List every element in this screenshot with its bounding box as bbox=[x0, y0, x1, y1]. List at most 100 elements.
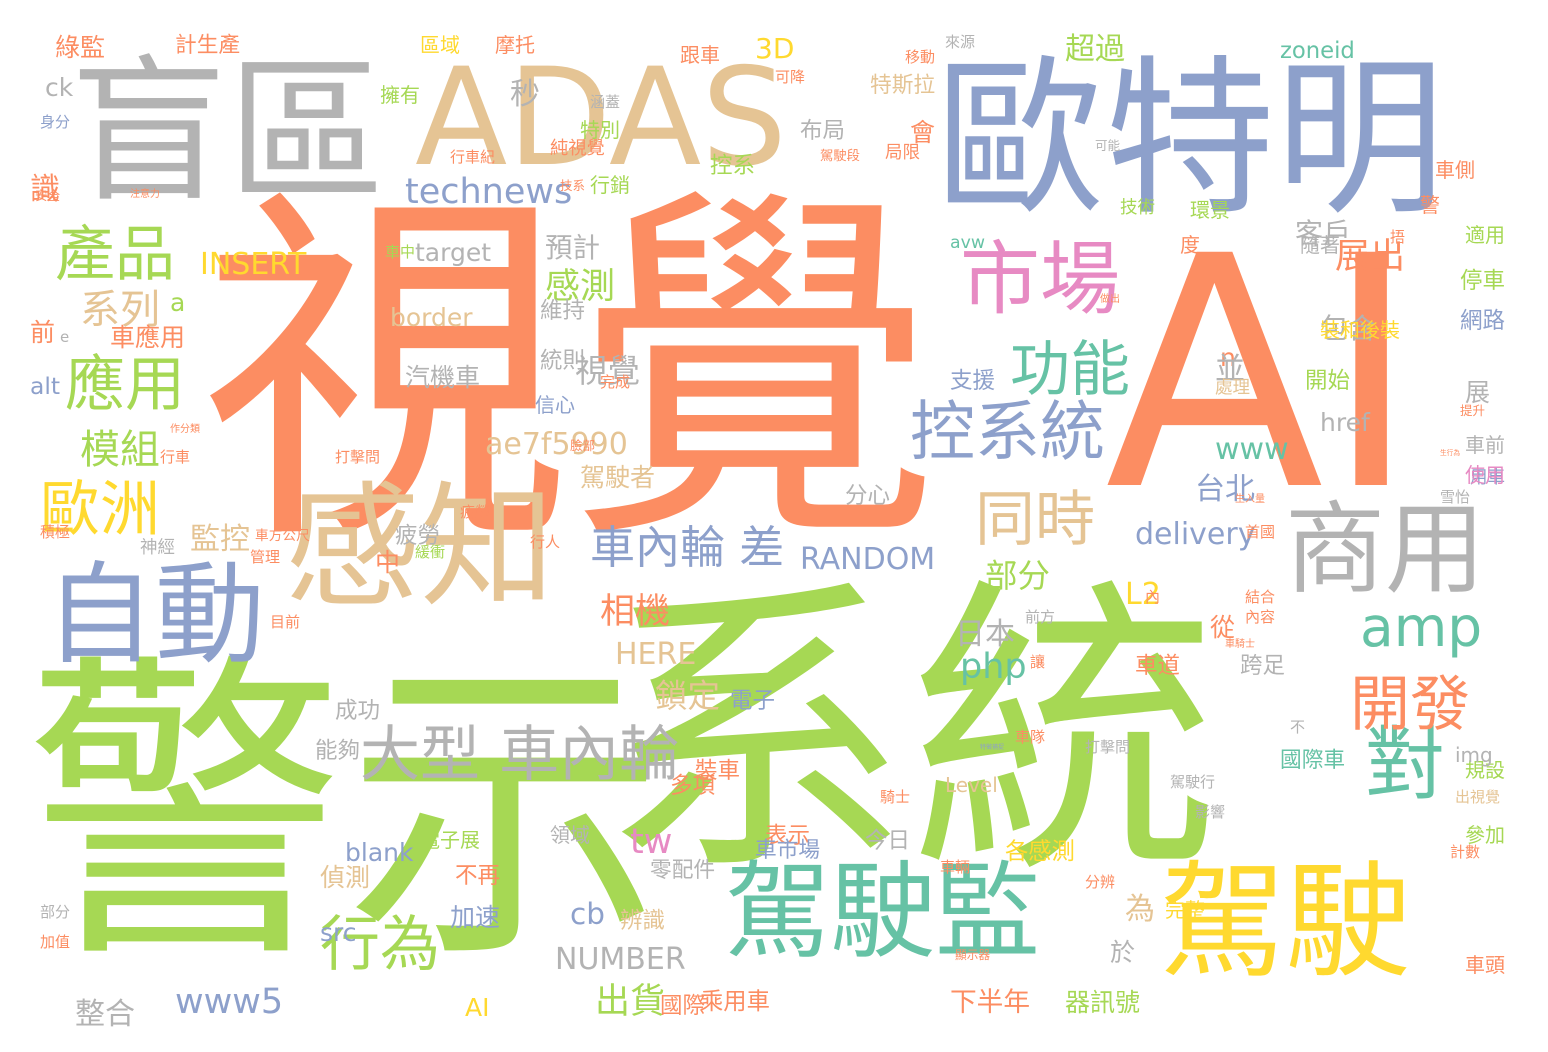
word-103-cjk: 移動 bbox=[905, 48, 936, 66]
word-195-e: e bbox=[60, 328, 70, 346]
word-138-level: Level bbox=[945, 773, 998, 797]
word-105-cjk: 分心 bbox=[845, 483, 891, 509]
word-0-cjk: 視覺 bbox=[200, 160, 940, 590]
word-135-cjk: 規設 bbox=[1465, 758, 1505, 782]
word-75-href: href bbox=[1320, 408, 1370, 437]
word-171-cjk: 內容 bbox=[1245, 608, 1276, 626]
word-49-cjk: 鎖定 bbox=[655, 677, 721, 715]
word-187-cjk: 臉部 bbox=[570, 438, 596, 453]
word-32-here: HERE bbox=[615, 637, 697, 672]
word-77-cjk: 技術 bbox=[1120, 198, 1155, 218]
word-39-cjk: 監控 bbox=[190, 522, 250, 557]
word-174-cjk: 不 bbox=[1290, 718, 1306, 736]
word-143-cjk: 車側 bbox=[1435, 158, 1475, 182]
word-161-cjk: 積極 bbox=[40, 523, 71, 541]
word-8-cjk: 自動 bbox=[45, 551, 265, 679]
word-86-cjk: 網路 bbox=[1460, 308, 1506, 334]
word-94-cjk: 前 bbox=[30, 318, 56, 347]
word-148-cjk: 純視覺 bbox=[550, 138, 605, 159]
word-117-cjk: 電子展 bbox=[420, 828, 480, 852]
word-90-cjk: 會 bbox=[910, 118, 936, 147]
word-136-cjk: 參加 bbox=[1465, 823, 1505, 847]
word-180-cjk: 計數 bbox=[1450, 843, 1481, 861]
word-178-cjk: 車隊 bbox=[1015, 728, 1046, 746]
word-163-cjk: 管理 bbox=[250, 548, 281, 566]
word-37-cjk: 模組 bbox=[80, 427, 160, 473]
word-140-cjk: 從 bbox=[1210, 613, 1236, 642]
word-89-cjk: 裝和後裝 bbox=[1320, 318, 1400, 342]
word-26-insert: INSERT bbox=[200, 247, 307, 282]
word-133-cjk: 車道 bbox=[1135, 653, 1181, 679]
word-78-cjk: 環景 bbox=[1190, 198, 1230, 222]
word-119-blank: blank bbox=[345, 838, 414, 867]
word-121-cjk: 零配件 bbox=[650, 858, 716, 883]
word-36-cb: cb bbox=[570, 897, 605, 931]
word-137-img: img bbox=[1455, 743, 1493, 767]
word-191-cjk: 目前 bbox=[270, 613, 301, 631]
word-17-cjk: 歐洲 bbox=[40, 475, 160, 545]
word-40-cjk: 預計 bbox=[545, 232, 600, 264]
word-98-cjk: 綠監 bbox=[55, 33, 106, 62]
word-47-cjk: 日本 bbox=[955, 617, 1015, 652]
word-158-cjk: 作分類 bbox=[170, 424, 200, 435]
word-3-cjk: 警示 bbox=[25, 629, 665, 1001]
word-101-cjk: 摩托 bbox=[495, 33, 535, 57]
word-27-ae7f5990: ae7f5990 bbox=[485, 427, 628, 462]
word-20-amp: amp bbox=[1360, 595, 1483, 659]
word-175-cjk: 打擊問 bbox=[1085, 738, 1131, 756]
word-81-cjk: 支援 bbox=[950, 368, 996, 394]
word-170-cjk: 結合 bbox=[1245, 588, 1276, 606]
word-33-number: NUMBER bbox=[555, 942, 686, 977]
word-38-cjk: 系列 bbox=[80, 287, 160, 333]
word-126-cjk: 乘用車 bbox=[700, 988, 770, 1015]
word-107-cjk: 中 bbox=[375, 548, 401, 577]
word-125-ai: AI bbox=[465, 993, 490, 1022]
word-129-cjk: 於 bbox=[1110, 938, 1136, 967]
word-176-cjk: 駕駛行 bbox=[1170, 773, 1216, 791]
word-41-cjk: 感測 bbox=[545, 267, 616, 307]
word-134-cjk: 國際車 bbox=[1280, 748, 1346, 773]
word-85-cjk: 使用 bbox=[1465, 463, 1505, 487]
word-184-cjk: 騎士 bbox=[880, 788, 911, 806]
word-51-cjk: 出貨 bbox=[595, 982, 666, 1022]
word-31-php: php bbox=[960, 647, 1027, 687]
word-115-cjk: 車市場 bbox=[755, 838, 821, 863]
word-2-cjk: 系統 bbox=[600, 554, 1220, 915]
word-55-3d: 3D bbox=[755, 32, 795, 65]
word-169-cjk: 首國 bbox=[1245, 523, 1276, 541]
word-162-cjk: 車方公尺 bbox=[255, 528, 310, 544]
word-118-cjk: 領域 bbox=[550, 823, 590, 847]
word-112-cjk: 多項 bbox=[670, 773, 716, 799]
word-179-cjk: 影響 bbox=[1195, 803, 1226, 821]
word-43-cjk: 客戶 bbox=[1295, 217, 1352, 250]
word-106-cjk: 疲勞 bbox=[395, 523, 441, 549]
word-190-cjk: 讓 bbox=[1030, 653, 1046, 671]
word-25-technews: technews bbox=[405, 172, 573, 212]
word-142-cjk: 車頭 bbox=[1465, 953, 1505, 977]
word-153-cjk: 車中 bbox=[385, 243, 416, 261]
word-123-cjk: 辨識 bbox=[620, 908, 666, 934]
word-61-cjk: 特別 bbox=[580, 118, 620, 142]
word-72-cjk: 統則 bbox=[540, 348, 586, 374]
word-127-cjk: 國際 bbox=[660, 993, 706, 1019]
word-177-cjk: 特徵捕捉 bbox=[980, 744, 1005, 751]
word-57-zoneid: zoneid bbox=[1280, 38, 1355, 64]
word-68-n: n bbox=[1220, 343, 1236, 372]
word-59-cjk: 布局 bbox=[800, 118, 846, 144]
word-44-cjk: 包含 bbox=[1320, 312, 1377, 345]
word-95-cjk: 車應用 bbox=[110, 323, 186, 352]
word-5-cjk: 盲區 bbox=[70, 42, 386, 225]
word-21-cjk: 開發 bbox=[1350, 670, 1470, 740]
word-15-cjk: 產品 bbox=[55, 220, 175, 290]
word-182-cjk: 車輛 bbox=[940, 858, 971, 876]
word-128-cjk: 器訊號 bbox=[1065, 988, 1141, 1017]
word-155-cjk: 可能 bbox=[1095, 138, 1121, 153]
word-154-cjk: 行車紀 bbox=[450, 148, 496, 166]
word-67-a: a bbox=[170, 288, 186, 317]
word-19-cjk: 對 bbox=[1365, 718, 1445, 811]
word-152-cjk: 涵蓋 bbox=[590, 93, 621, 111]
word-157-cjk: 注意力 bbox=[130, 189, 160, 200]
word-29-delivery: delivery bbox=[1135, 517, 1256, 552]
word-91-cjk: 識 bbox=[30, 172, 60, 207]
